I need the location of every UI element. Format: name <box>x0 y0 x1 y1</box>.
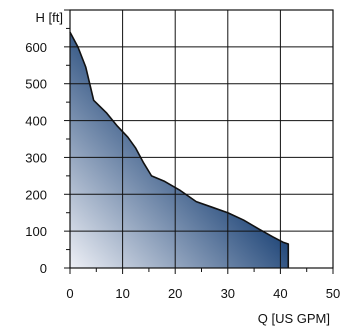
x-tick-label-30: 30 <box>221 286 235 301</box>
y-tick-label-100: 100 <box>25 224 47 239</box>
x-tick-label-40: 40 <box>273 286 287 301</box>
x-tick-label-50: 50 <box>326 286 340 301</box>
y-tick-label-500: 500 <box>25 77 47 92</box>
y-tick-label-400: 400 <box>25 114 47 129</box>
x-tick-label-0: 0 <box>66 286 73 301</box>
x-tick-labels: 0 10 20 30 40 50 <box>66 286 340 301</box>
y-axis-label: H [ft] <box>36 10 63 25</box>
y-tick-label-0: 0 <box>40 261 47 276</box>
y-tick-labels: 0 100 200 300 400 500 600 <box>25 40 47 276</box>
x-tick-label-10: 10 <box>115 286 129 301</box>
y-tick-label-300: 300 <box>25 150 47 165</box>
performance-area <box>70 32 288 268</box>
x-tick-label-20: 20 <box>168 286 182 301</box>
x-axis-label: Q [US GPM] <box>258 311 330 326</box>
y-tick-label-200: 200 <box>25 187 47 202</box>
y-tick-label-600: 600 <box>25 40 47 55</box>
